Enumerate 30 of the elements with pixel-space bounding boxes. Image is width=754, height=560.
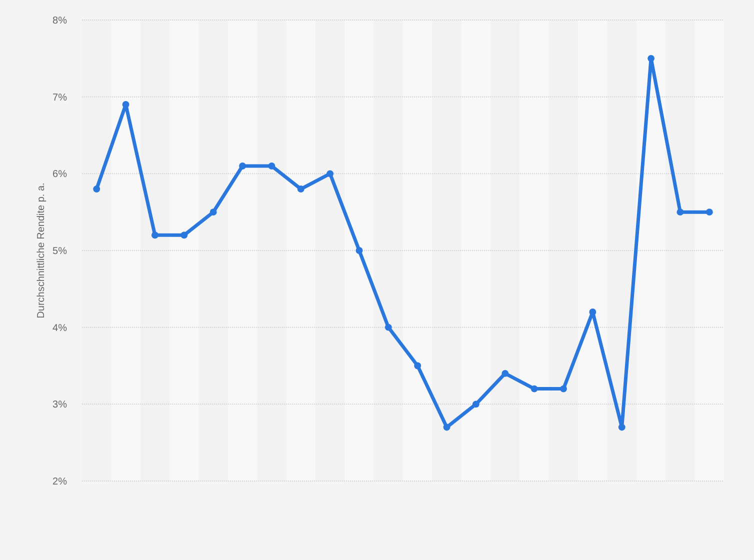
point <box>414 362 422 370</box>
point <box>180 232 188 239</box>
point <box>648 54 655 62</box>
point <box>151 232 158 239</box>
point <box>472 400 480 408</box>
y-axis-title: Durchschnittliche Rendite p. a. <box>36 182 47 318</box>
point <box>502 370 509 377</box>
y-tick-label: 6% <box>52 169 68 180</box>
point <box>443 424 450 431</box>
point <box>122 101 130 108</box>
point <box>560 385 567 392</box>
y-tick-label: 3% <box>52 400 68 411</box>
point <box>706 208 713 216</box>
y-tick-label: 2% <box>52 476 68 488</box>
y-tick-label: 5% <box>52 246 68 257</box>
point <box>676 208 684 216</box>
point <box>384 324 392 331</box>
point <box>93 186 100 193</box>
y-tick-label: 4% <box>52 322 68 334</box>
point <box>589 308 596 316</box>
point <box>268 162 276 170</box>
point <box>210 208 217 216</box>
point <box>297 186 304 193</box>
point <box>239 162 246 170</box>
point <box>618 424 626 431</box>
y-tick-label: 7% <box>52 92 68 104</box>
y-tick-label: 8% <box>52 16 68 26</box>
point <box>326 170 334 178</box>
point <box>356 247 363 254</box>
point <box>530 385 538 392</box>
